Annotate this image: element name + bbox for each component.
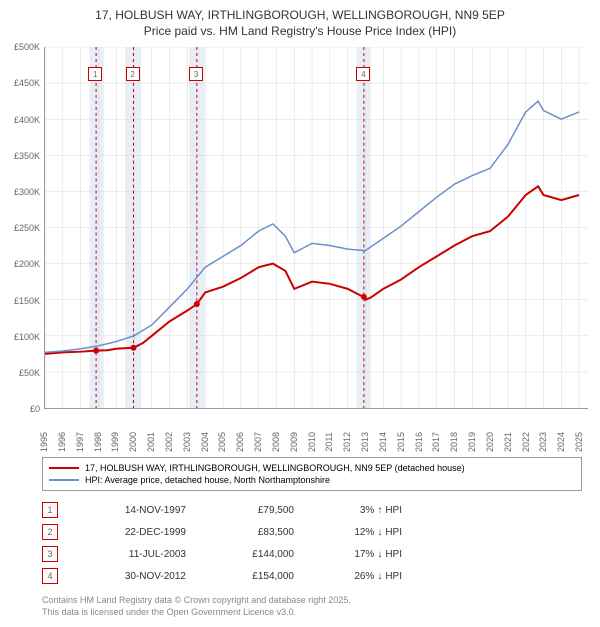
transactions-table: 1 14-NOV-1997 £79,500 3%↑HPI 2 22-DEC-1999 £83…	[42, 499, 582, 587]
legend-swatch	[49, 467, 79, 469]
x-tick-label: 1995	[39, 432, 49, 452]
x-axis-labels: 1995 1996 1997 1998 1999 2000 2001 2002 2003 2004…	[28, 429, 588, 449]
legend-label: HPI: Average price, detached house, Nort…	[85, 475, 330, 485]
y-tick-label: £500K	[0, 42, 40, 52]
title-line1: 17, HOLBUSH WAY, IRTHLINGBOROUGH, WELLIN…	[10, 8, 590, 24]
transaction-diff: 3%↑HPI	[312, 505, 402, 516]
y-tick-label: £250K	[0, 223, 40, 233]
x-tick-label: 2016	[414, 432, 424, 452]
x-tick-label: 2023	[538, 432, 548, 452]
transaction-row: 4 30-NOV-2012 £154,000 26%↓HPI	[42, 565, 582, 587]
x-tick-label: 2011	[324, 433, 334, 452]
y-tick-label: £50K	[0, 368, 40, 378]
transaction-diff: 17%↓HPI	[312, 549, 402, 560]
x-tick-label: 1999	[110, 432, 120, 452]
transaction-price: £154,000	[204, 571, 294, 582]
x-tick-label: 2014	[378, 432, 388, 452]
chart-marker-4: 4	[356, 67, 370, 81]
plot-svg	[45, 47, 588, 408]
x-tick-label: 2012	[342, 432, 352, 452]
x-tick-label: 2006	[235, 432, 245, 452]
chart-container: 17, HOLBUSH WAY, IRTHLINGBOROUGH, WELLIN…	[0, 0, 600, 619]
footer-text: Contains HM Land Registry data © Crown c…	[42, 595, 582, 618]
x-tick-label: 2004	[200, 432, 210, 452]
x-tick-label: 2019	[467, 432, 477, 452]
transaction-price: £144,000	[204, 549, 294, 560]
x-tick-label: 1997	[75, 432, 85, 452]
y-tick-label: £100K	[0, 332, 40, 342]
chart-marker-3: 3	[189, 67, 203, 81]
chart-marker-1: 1	[88, 67, 102, 81]
y-tick-label: £200K	[0, 259, 40, 269]
x-tick-label: 2002	[164, 432, 174, 452]
x-tick-label: 2020	[485, 432, 495, 452]
x-tick-label: 2025	[574, 432, 584, 452]
transaction-marker: 2	[42, 524, 58, 540]
x-tick-label: 1998	[93, 432, 103, 452]
transaction-date: 11-JUL-2003	[76, 549, 186, 560]
x-tick-label: 2009	[289, 432, 299, 452]
transaction-date: 30-NOV-2012	[76, 571, 186, 582]
x-tick-label: 2005	[217, 432, 227, 452]
x-tick-label: 2010	[307, 432, 317, 452]
transaction-diff: 26%↓HPI	[312, 571, 402, 582]
chart-area: £0£50K£100K£150K£200K£250K£300K£350K£400…	[28, 47, 588, 427]
transaction-date: 14-NOV-1997	[76, 505, 186, 516]
x-tick-label: 2001	[146, 432, 156, 452]
y-tick-label: £300K	[0, 187, 40, 197]
transaction-price: £83,500	[204, 527, 294, 538]
title-line2: Price paid vs. HM Land Registry's House …	[10, 24, 590, 40]
footer-line1: Contains HM Land Registry data © Crown c…	[42, 595, 582, 607]
transaction-row: 1 14-NOV-1997 £79,500 3%↑HPI	[42, 499, 582, 521]
y-tick-label: £400K	[0, 115, 40, 125]
legend-swatch	[49, 479, 79, 481]
transaction-row: 2 22-DEC-1999 £83,500 12%↓HPI	[42, 521, 582, 543]
legend-item: HPI: Average price, detached house, Nort…	[49, 474, 575, 486]
x-tick-label: 2022	[521, 432, 531, 452]
plot-area	[44, 47, 588, 409]
transaction-marker: 4	[42, 568, 58, 584]
legend-label: 17, HOLBUSH WAY, IRTHLINGBOROUGH, WELLIN…	[85, 463, 465, 473]
chart-marker-2: 2	[126, 67, 140, 81]
x-tick-label: 2024	[556, 432, 566, 452]
y-axis-labels: £0 £50K £100K £150K £200K £250K £300K £350K £400…	[0, 47, 40, 427]
legend-box: 17, HOLBUSH WAY, IRTHLINGBOROUGH, WELLIN…	[42, 457, 582, 491]
transaction-price: £79,500	[204, 505, 294, 516]
y-tick-label: £350K	[0, 151, 40, 161]
x-tick-label: 2018	[449, 432, 459, 452]
footer-line2: This data is licensed under the Open Gov…	[42, 607, 582, 619]
x-tick-label: 2015	[396, 432, 406, 452]
x-tick-label: 2007	[253, 432, 263, 452]
transaction-row: 3 11-JUL-2003 £144,000 17%↓HPI	[42, 543, 582, 565]
transaction-marker: 1	[42, 502, 58, 518]
transaction-date: 22-DEC-1999	[76, 527, 186, 538]
legend-item: 17, HOLBUSH WAY, IRTHLINGBOROUGH, WELLIN…	[49, 462, 575, 474]
x-tick-label: 2021	[503, 432, 513, 452]
y-tick-label: £450K	[0, 78, 40, 88]
x-tick-label: 1996	[57, 432, 67, 452]
x-tick-label: 2013	[360, 432, 370, 452]
transaction-marker: 3	[42, 546, 58, 562]
title-block: 17, HOLBUSH WAY, IRTHLINGBOROUGH, WELLIN…	[0, 0, 600, 43]
y-tick-label: £150K	[0, 296, 40, 306]
x-tick-label: 2003	[182, 432, 192, 452]
x-tick-label: 2008	[271, 432, 281, 452]
x-tick-label: 2017	[431, 432, 441, 452]
y-tick-label: £0	[0, 404, 40, 414]
x-tick-label: 2000	[128, 432, 138, 452]
transaction-diff: 12%↓HPI	[312, 527, 402, 538]
